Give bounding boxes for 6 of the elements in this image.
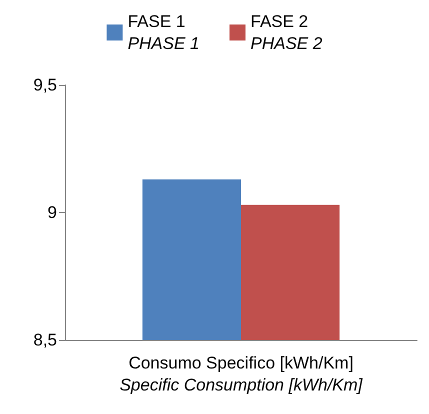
y-tick-label: 9,5	[33, 76, 57, 94]
legend-label: FASE 1 PHASE 1	[128, 12, 200, 53]
legend-label: FASE 2 PHASE 2	[250, 12, 323, 53]
y-tick-label: 8,5	[33, 330, 57, 350]
x-tick-label: Consumo Specifico [kWh/Km] Specific Consumption [kWh/Km]	[120, 354, 364, 394]
y-tick-label: 9	[48, 203, 57, 222]
